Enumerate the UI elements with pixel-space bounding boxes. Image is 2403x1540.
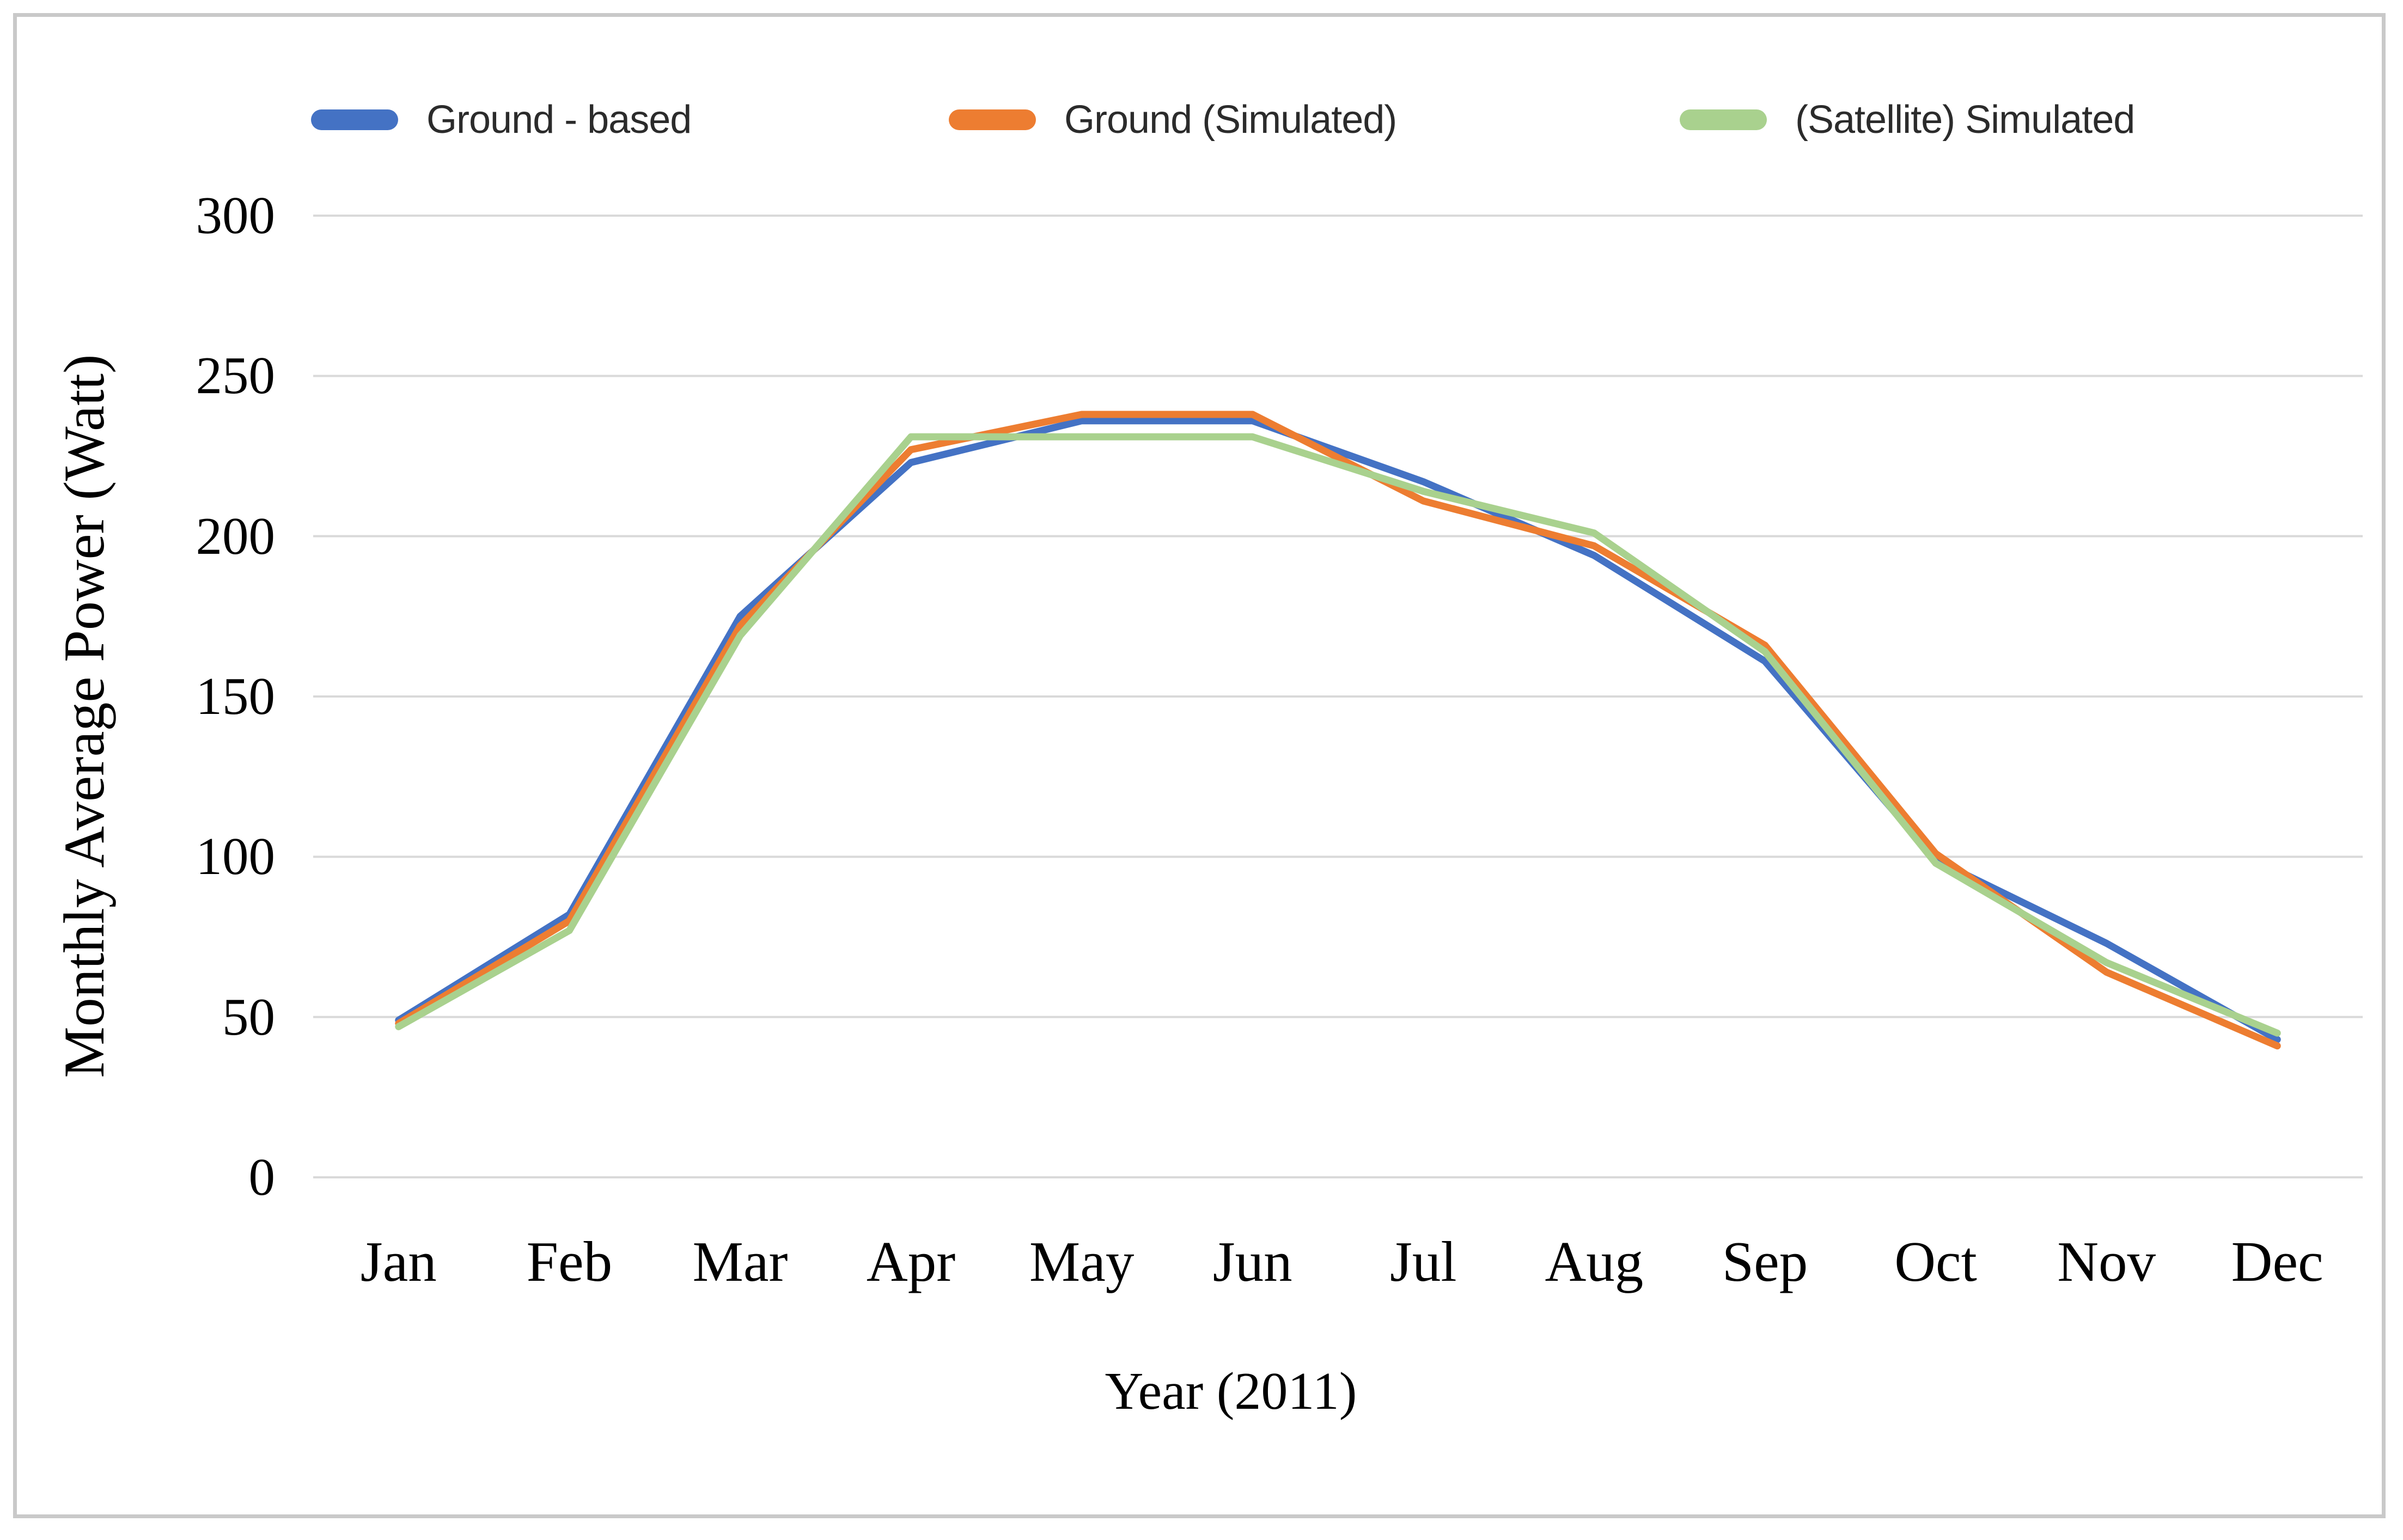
x-tick-label-feb: Feb (526, 1230, 613, 1293)
x-tick-label-dec: Dec (2231, 1230, 2323, 1293)
x-tick-label-jan: Jan (360, 1230, 437, 1293)
x-tick-label-jul: Jul (1390, 1230, 1457, 1293)
y-tick-label-300: 300 (196, 186, 276, 245)
chart-legend: Ground - based Ground (Simulated) (Satel… (0, 97, 2403, 143)
x-tick-label-nov: Nov (2057, 1230, 2156, 1293)
y-tick-label-0: 0 (248, 1148, 276, 1206)
legend-swatch-ground-based (311, 109, 398, 130)
x-tick-label-oct: Oct (1894, 1230, 1977, 1293)
series-line-satellite-simulated (395, 433, 2281, 1037)
y-tick-label-250: 250 (196, 346, 276, 405)
x-tick-label-may: May (1029, 1230, 1135, 1293)
x-tick-label-aug: Aug (1545, 1230, 1644, 1293)
legend-label-satellite-simulated: (Satellite) Simulated (1795, 98, 2135, 142)
legend-swatch-ground-simulated (949, 109, 1036, 130)
x-tick-label-sep: Sep (1722, 1230, 1808, 1293)
legend-item-ground-simulated: Ground (Simulated) (949, 97, 1397, 143)
legend-label-ground-simulated: Ground (Simulated) (1064, 98, 1397, 142)
y-axis-title: Monthly Average Power (Watt) (52, 354, 116, 1078)
x-axis-title: Year (2011) (1105, 1362, 1357, 1421)
x-tick-label-apr: Apr (866, 1230, 956, 1293)
legend-label-ground-based: Ground - based (426, 98, 692, 142)
legend-item-satellite-simulated: (Satellite) Simulated (1680, 97, 2135, 143)
series-line-ground-simulated (395, 411, 2281, 1050)
y-tick-label-150: 150 (196, 667, 276, 725)
x-tick-label-jun: Jun (1212, 1230, 1292, 1293)
legend-item-ground-based: Ground - based (311, 97, 692, 143)
x-tick-label-mar: Mar (692, 1230, 788, 1293)
y-tick-label-50: 50 (222, 987, 275, 1046)
legend-swatch-satellite-simulated (1680, 109, 1767, 130)
y-tick-label-100: 100 (196, 827, 276, 886)
y-tick-label-200: 200 (196, 506, 276, 565)
